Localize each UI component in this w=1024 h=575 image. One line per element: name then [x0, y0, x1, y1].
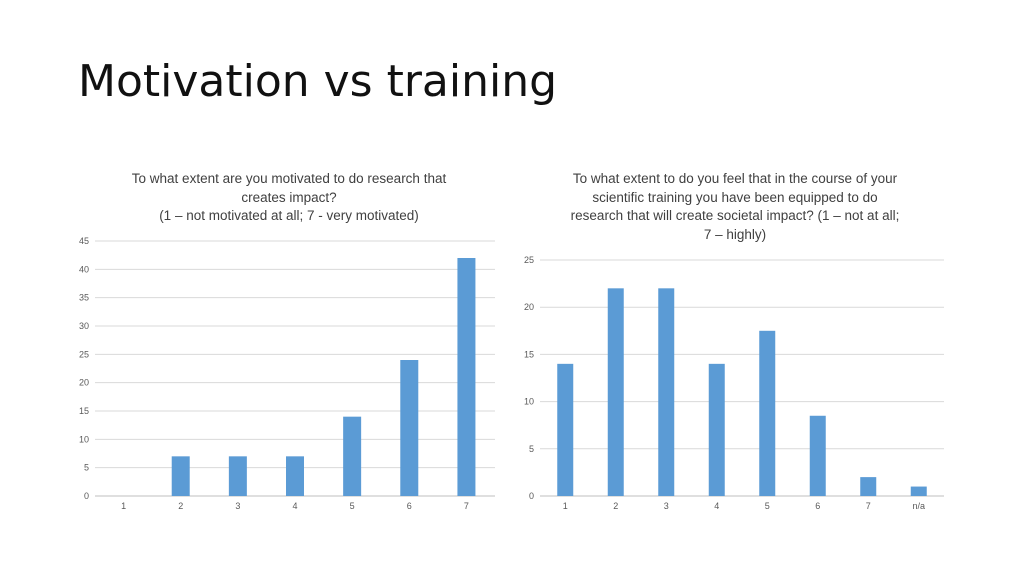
bar-3: [228, 456, 247, 496]
y-tick-label: 20: [524, 302, 534, 312]
y-tick-label: 45: [79, 236, 89, 246]
y-tick-label: 5: [84, 463, 89, 473]
x-tick-label: n/a: [912, 501, 925, 511]
y-tick-label: 20: [79, 378, 89, 388]
x-tick-label: 1: [121, 501, 126, 511]
y-tick-label: 10: [79, 434, 89, 444]
bar-6: [400, 360, 419, 496]
chart-training: 0 5 10 15 20 25 1 2 3 4 5 6 7 n/a: [524, 255, 944, 511]
bar-4: [708, 363, 725, 496]
x-tick-label: 2: [178, 501, 183, 511]
x-tick-label: 4: [714, 501, 719, 511]
x-tick-label: 1: [563, 501, 568, 511]
bar-5: [343, 416, 362, 496]
chart-1-title-line: (1 – not motivated at all; 7 - very moti…: [159, 208, 419, 223]
y-tick-label: 25: [79, 349, 89, 359]
x-tick-label: 7: [464, 501, 469, 511]
y-tick-label: 15: [524, 349, 534, 359]
bar-n/a: [910, 486, 927, 496]
x-tick-label: 2: [613, 501, 618, 511]
y-tick-label: 25: [524, 255, 534, 265]
bar-2: [607, 288, 624, 496]
y-tick-label: 40: [79, 264, 89, 274]
y-tick-label: 0: [529, 491, 534, 501]
x-tick-label: 4: [292, 501, 297, 511]
chart-1-title: To what extent are you motivated to do r…: [100, 170, 478, 226]
x-tick-label: 3: [235, 501, 240, 511]
x-tick-label: 6: [815, 501, 820, 511]
chart-2-title-line: scientific training you have been equipp…: [592, 189, 878, 205]
x-tick-label: 5: [350, 501, 355, 511]
bar-6: [809, 415, 826, 496]
chart-2-title-line: To what extent to do you feel that in th…: [572, 171, 898, 186]
y-tick-label: 30: [79, 321, 89, 331]
y-tick-label: 5: [529, 444, 534, 454]
bar-3: [658, 288, 675, 496]
bar-7: [457, 258, 476, 496]
x-tick-label: 3: [664, 501, 669, 511]
chart-1-title-line: To what extent are you motivated to do r…: [131, 171, 447, 186]
bar-7: [860, 477, 877, 496]
chart-2-title: To what extent to do you feel that in th…: [548, 170, 922, 244]
x-tick-label: 5: [765, 501, 770, 511]
bar-1: [557, 363, 574, 496]
chart-2-title-line: 7 – highly): [703, 226, 767, 242]
chart-1-title-line: creates impact?: [241, 189, 337, 205]
page-title: Motivation vs training: [78, 56, 558, 107]
x-tick-label: 6: [407, 501, 412, 511]
bar-4: [286, 456, 304, 496]
y-tick-label: 15: [79, 406, 89, 416]
bar-2: [171, 456, 190, 496]
x-tick-label: 7: [866, 501, 871, 511]
y-tick-label: 0: [84, 491, 89, 501]
y-tick-label: 10: [524, 397, 534, 407]
bar-5: [759, 330, 776, 496]
chart-2-title-line: research that will create societal impac…: [570, 208, 900, 223]
y-tick-label: 35: [79, 293, 89, 303]
